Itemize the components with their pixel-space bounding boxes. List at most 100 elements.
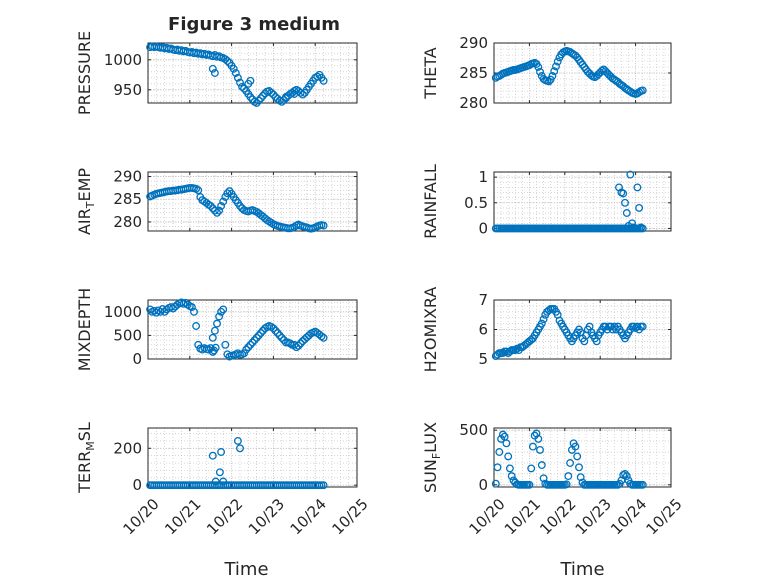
theta-ytick-label: 285	[459, 64, 488, 82]
pressure-point	[231, 69, 240, 77]
mixdepth-point	[248, 338, 257, 347]
mixdepth-point	[192, 322, 201, 330]
mixdepth-point	[215, 312, 224, 321]
pressure-point	[267, 88, 276, 97]
air-temp-axes-box	[147, 171, 358, 232]
terr-msl-ylabel-rest: SL	[75, 422, 94, 441]
rainfall-ytick-label: 0	[478, 219, 488, 237]
sun-flux-point	[507, 472, 516, 481]
rainfall-point	[628, 219, 637, 228]
pressure-ytick-label: 1000	[104, 51, 142, 69]
sun-flux-ylabel-main: SUN	[421, 459, 440, 493]
h2omixra-ylabel: H2OMIXRA	[421, 287, 440, 373]
theta-point	[536, 67, 544, 76]
rainfall-point	[619, 189, 628, 198]
pressure-point	[298, 90, 307, 99]
air-temp-point	[223, 189, 232, 198]
theta-series	[491, 46, 647, 98]
air-temp-axes: 280 285 290 AIRTEMP	[75, 168, 358, 235]
sun-flux-ylabel: SUNFLUX	[421, 422, 443, 493]
theta-point	[550, 67, 559, 76]
h2omixra-point	[544, 306, 553, 315]
h2omixra-point	[537, 319, 546, 328]
sun-flux-xlabel: Time	[559, 559, 604, 580]
mixdepth-point	[244, 343, 253, 352]
sun-flux-point	[562, 480, 571, 489]
theta-point	[534, 63, 543, 71]
sun-flux-point	[532, 429, 541, 438]
sun-flux-point	[491, 479, 500, 488]
mixdepth-point	[217, 307, 226, 316]
sun-flux-point	[498, 430, 507, 439]
pressure-point	[290, 90, 299, 98]
sun-flux-point	[576, 473, 585, 482]
theta-point	[553, 57, 562, 66]
terr-msl-point	[211, 477, 220, 486]
rainfall-point	[633, 183, 642, 192]
mixdepth-ylabel: MIXDEPTH	[75, 288, 94, 371]
pressure-point	[254, 96, 263, 105]
rainfall-point	[621, 198, 629, 207]
pressure-point	[223, 57, 232, 65]
terr-msl-axes-box	[147, 427, 358, 488]
terr-msl-point	[208, 451, 217, 460]
air-temp-ylabel-subscript: T	[84, 201, 97, 209]
air-temp-point	[194, 186, 203, 195]
mixdepth-point	[210, 326, 219, 335]
sun-flux-ylabel-subscript: F	[430, 453, 443, 459]
mixdepth-point	[273, 329, 282, 337]
terr-msl-ylabel: TERRMSL	[75, 422, 97, 494]
sun-flux-series	[491, 429, 647, 489]
air-temp-ytick-label: 285	[113, 190, 142, 208]
mixdepth-series	[146, 298, 328, 361]
pressure-series	[146, 42, 328, 107]
pressure-point	[281, 93, 290, 101]
mixdepth-point	[152, 308, 161, 317]
sun-flux-ytick-label: 0	[478, 476, 488, 494]
pressure-point	[240, 84, 249, 93]
mixdepth-point	[250, 336, 259, 345]
rainfall-ytick-label: 1	[478, 168, 488, 186]
pressure-point	[229, 64, 238, 73]
mixdepth-ytick-label: 0	[132, 350, 142, 368]
mixdepth-point	[275, 331, 284, 340]
pressure-ylabel: PRESSURE	[75, 31, 94, 115]
sun-flux-point	[534, 434, 543, 443]
mixdepth-point	[277, 333, 286, 342]
sun-flux-point	[525, 480, 534, 489]
terr-msl-point	[233, 436, 242, 445]
sun-flux-point	[566, 459, 575, 467]
mixdepth-point	[187, 303, 196, 312]
sun-flux-point	[536, 445, 544, 454]
mixdepth-point	[294, 341, 303, 350]
mixdepth-point	[252, 333, 261, 342]
mixdepth-point	[211, 343, 220, 352]
sun-flux-point	[539, 474, 548, 483]
rainfall-ytick-label: 0.5	[464, 194, 488, 212]
pressure-point	[258, 91, 267, 100]
h2omixra-point	[539, 315, 548, 324]
mixdepth-point	[271, 326, 280, 335]
sun-flux-point	[621, 469, 629, 478]
terr-msl-ytick-label: 200	[113, 439, 142, 457]
mixdepth-axes-box	[147, 299, 358, 360]
pressure-ytick-label: 950	[113, 81, 142, 99]
sun-flux-point	[571, 442, 580, 451]
air-temp-ylabel-rest: EMP	[75, 168, 94, 202]
sun-flux-point	[564, 472, 573, 481]
mixdepth-ytick-label: 1000	[104, 303, 142, 321]
pressure-axes: 950 1000 PRESSURE	[75, 31, 358, 115]
terr-msl-ylabel-subscript: M	[84, 441, 97, 451]
terr-msl-point	[217, 448, 226, 456]
rainfall-series	[491, 170, 647, 233]
mixdepth-point	[213, 319, 221, 328]
pressure-point	[233, 73, 242, 82]
sun-flux-point	[504, 452, 513, 461]
sun-flux-point	[537, 461, 546, 470]
pressure-point	[246, 76, 255, 85]
pressure-point	[236, 78, 244, 87]
h2omixra-point	[502, 347, 511, 356]
pressure-point	[256, 94, 265, 103]
sun-flux-point	[527, 464, 536, 473]
